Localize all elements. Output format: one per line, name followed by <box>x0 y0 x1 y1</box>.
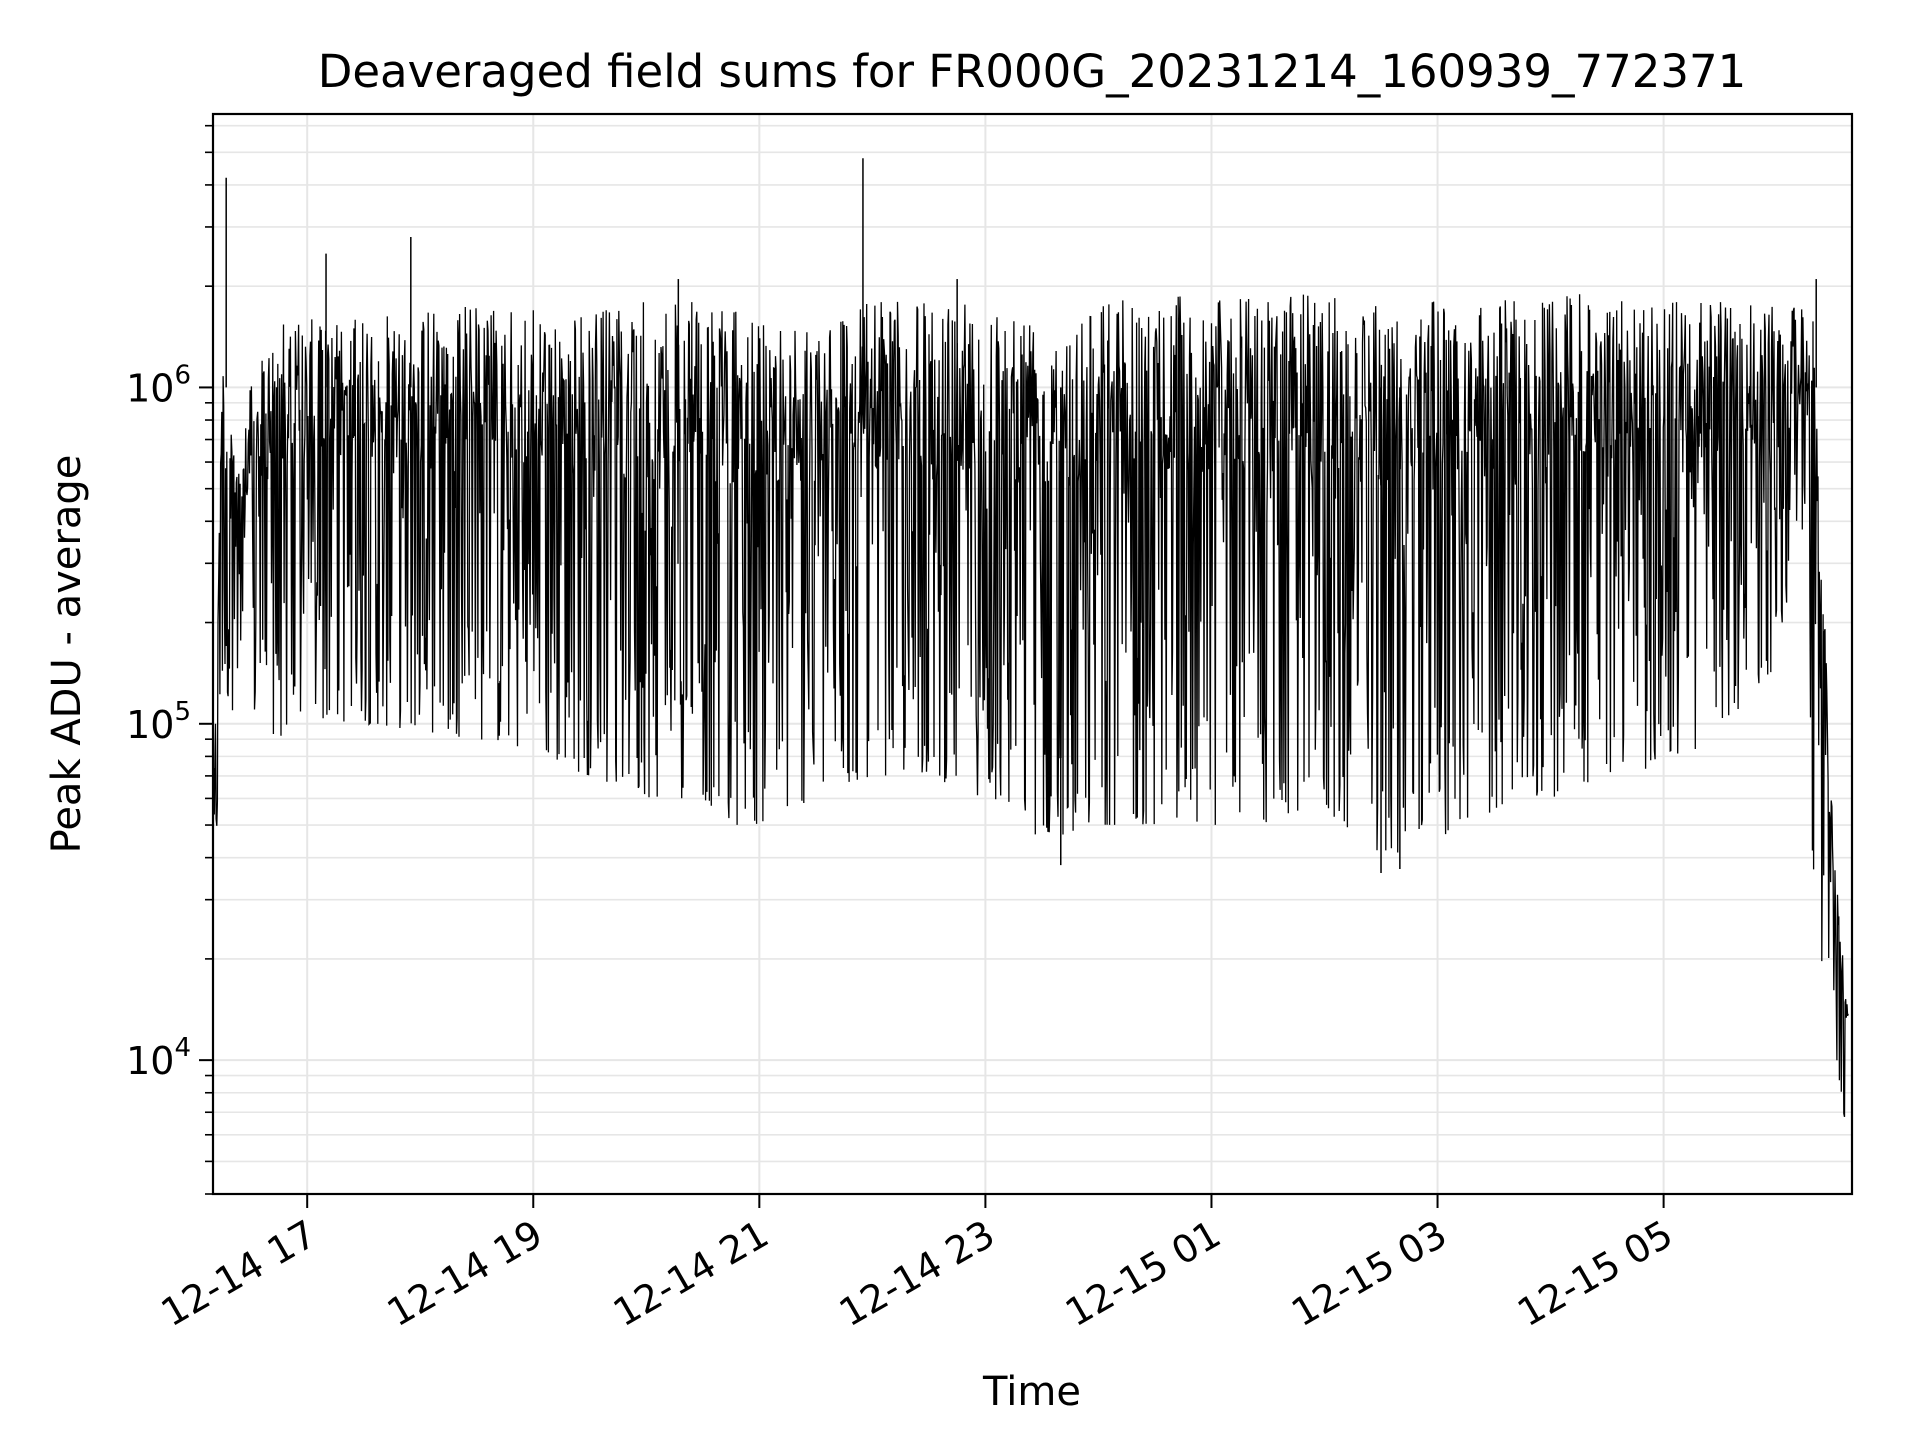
x-tick-label: 12-15 01 <box>1058 1212 1228 1336</box>
x-tick-label: 12-14 23 <box>832 1212 1002 1336</box>
x-tick-label: 12-14 17 <box>154 1212 324 1336</box>
data-line <box>212 294 1849 1118</box>
series-line <box>212 158 1849 1118</box>
x-tick-label: 12-15 03 <box>1284 1212 1454 1336</box>
y-tick-label: 105 <box>126 697 191 747</box>
y-tick-label: 104 <box>126 1033 191 1083</box>
x-axis: 12-14 17 12-14 19 12-14 21 12-14 23 12-15 01… <box>154 1194 1680 1335</box>
y-axis-label: Peak ADU - average <box>44 455 90 854</box>
chart-title: Deaveraged field sums for FR000G_2023121… <box>318 45 1747 98</box>
x-tick-label: 12-14 19 <box>380 1212 550 1336</box>
x-axis-label: Time <box>982 1369 1081 1415</box>
y-axis: 104 105 106 <box>126 124 213 1195</box>
plot-frame <box>211 112 1854 1196</box>
y-tick-label: 106 <box>126 360 191 410</box>
x-tick-label: 12-14 21 <box>606 1212 776 1336</box>
x-tick-label: 12-15 05 <box>1510 1212 1680 1336</box>
